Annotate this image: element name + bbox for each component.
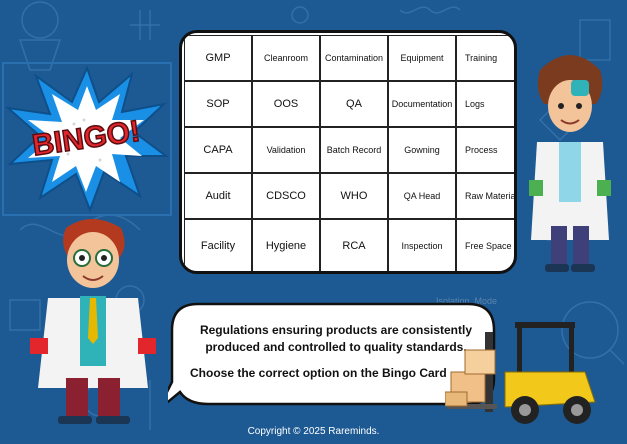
isolation-mode-watermark: Isolation_Mode [436,296,498,306]
bingo-cell-logs[interactable]: Logs [456,81,514,127]
bingo-cell-training[interactable]: Training [456,35,514,81]
bingo-cell-raw-material[interactable]: Raw Material [456,173,514,219]
bingo-cell-cdsco[interactable]: CDSCO [252,173,320,219]
bingo-cell-hygiene[interactable]: Hygiene [252,219,320,271]
bingo-cell-process[interactable]: Process [456,127,514,173]
bingo-starburst-logo: BINGO! [4,65,169,213]
right-scientist-character [529,55,611,272]
instruction-text: Choose the correct option on the Bingo C… [190,365,447,380]
speech-bubble [168,302,496,406]
bingo-card: GMP Cleanroom Contamination Equipment Tr… [179,30,517,274]
bingo-cell-contamination[interactable]: Contamination [320,35,388,81]
bingo-cell-equipment[interactable]: Equipment [388,35,456,81]
bingo-cell-batch-record[interactable]: Batch Record [320,127,388,173]
bingo-logo-frame: BINGO! [2,62,172,216]
bingo-cell-sop[interactable]: SOP [184,81,252,127]
bingo-cell-gowning[interactable]: Gowning [388,127,456,173]
bingo-cell-who[interactable]: WHO [320,173,388,219]
bingo-cell-free-space[interactable]: Free Space [456,219,514,271]
bingo-cell-documentation[interactable]: Documentation [388,81,456,127]
bingo-cell-qa-head[interactable]: QA Head [388,173,456,219]
bingo-cell-audit[interactable]: Audit [184,173,252,219]
prompt-text-block: Regulations ensuring products are consis… [190,322,490,382]
bingo-cell-facility[interactable]: Facility [184,219,252,271]
left-scientist-character [30,219,156,424]
bingo-cell-qa[interactable]: QA [320,81,388,127]
bingo-cell-oos[interactable]: OOS [252,81,320,127]
forklift-with-boxes-illustration [445,322,596,424]
definition-text: Regulations ensuring products are consis… [199,323,473,355]
bingo-grid: GMP Cleanroom Contamination Equipment Tr… [184,35,514,271]
bingo-cell-inspection[interactable]: Inspection [388,219,456,271]
bingo-cell-rca[interactable]: RCA [320,219,388,271]
copyright-footer: Copyright © 2025 Rareminds. [247,426,380,437]
bingo-cell-cleanroom[interactable]: Cleanroom [252,35,320,81]
bingo-cell-validation[interactable]: Validation [252,127,320,173]
bingo-cell-gmp[interactable]: GMP [184,35,252,81]
bingo-cell-capa[interactable]: CAPA [184,127,252,173]
